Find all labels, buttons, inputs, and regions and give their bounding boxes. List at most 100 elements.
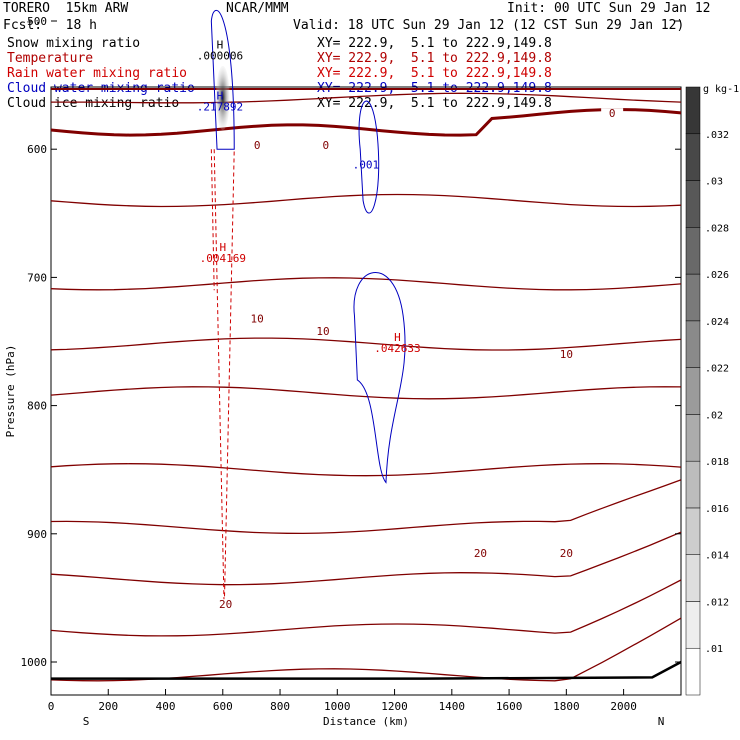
snow-shading: [215, 65, 230, 130]
isotherm-line: [50, 386, 681, 400]
isotherm-line: [50, 277, 681, 291]
colorbar-unit: g kg-1: [703, 84, 739, 95]
y-tick-label: 1000: [21, 656, 48, 669]
x-tick-label: 1000: [324, 700, 351, 713]
colorbar-segment: [685, 460, 701, 509]
temperature-contour-label: 0: [323, 139, 330, 152]
contour-label-bg: [555, 547, 578, 560]
contour-label-bg: [314, 140, 337, 153]
colorbar-label: .018: [705, 457, 729, 468]
valid-time: Valid: 18 UTC Sun 29 Jan 12 (12 CST Sun …: [293, 18, 685, 33]
isotherm-line: [50, 579, 682, 637]
x-tick-label: 200: [98, 700, 118, 713]
legend-field-xy: XY= 222.9, 5.1 to 222.9,149.8: [317, 36, 552, 51]
field-maximum-symbol: H: [217, 90, 224, 103]
colorbar-segment: [685, 227, 701, 275]
cloud-water-contour: [210, 10, 235, 150]
field-maximum-symbol: H: [217, 38, 224, 51]
rain-contour: [213, 149, 235, 611]
legend-field-name: Snow mixing ratio: [7, 36, 141, 51]
forecast-hour: Fcst: 18 h: [3, 18, 97, 33]
model-title: TORERO 15km ARW: [3, 1, 129, 16]
legend-field-xy: XY= 222.9, 5.1 to 222.9,149.8: [317, 66, 552, 81]
colorbar-label: .028: [705, 223, 729, 234]
x-tick-label: 1200: [381, 700, 408, 713]
temperature-contour-label: 10: [251, 312, 264, 325]
isotherm-line: [50, 463, 681, 477]
colorbar-label: .024: [705, 317, 729, 328]
colorbar-segment: [685, 507, 701, 555]
y-tick-label: 500: [27, 15, 47, 28]
colorbar-segment: [685, 367, 701, 415]
x-end-label-north: N: [658, 715, 665, 728]
x-tick-label: 2000: [610, 700, 637, 713]
x-tick-label: 1600: [496, 700, 523, 713]
x-tick-label: 600: [213, 700, 233, 713]
contour-label-bg: [601, 108, 624, 121]
legend-field-name: Temperature: [7, 51, 94, 66]
legend-field-name: Cloud ice mixing ratio: [7, 96, 180, 111]
isotherm-line: [50, 337, 681, 351]
temperature-contour-label: 0: [609, 107, 616, 120]
temperature-contour-label: 20: [219, 598, 232, 611]
cloud-water-contour: [358, 100, 380, 214]
isotherm-line: [51, 92, 681, 104]
colorbar-label: .01: [705, 644, 723, 655]
y-axis-label: Pressure (hPa): [4, 345, 17, 438]
colorbar-label: .026: [705, 270, 729, 281]
contour-label-bg: [246, 140, 269, 153]
contour-label-bg: [246, 313, 269, 326]
colorbar-segment: [685, 647, 701, 696]
field-maximum-symbol: H: [219, 241, 226, 254]
field-maximum-value: .217892: [197, 101, 243, 114]
cloud-water-contour: [353, 271, 406, 484]
freezing-level-contour: [50, 107, 682, 137]
center-label: NCAR/MMM: [226, 1, 289, 16]
cloud-water-contours: [210, 10, 406, 484]
colorbar-segment: [685, 86, 701, 135]
x-tick-label: 1800: [553, 700, 580, 713]
init-time: Init: 00 UTC Sun 29 Jan 12: [507, 1, 711, 16]
y-tick-label: 800: [27, 400, 47, 413]
colorbar-segment: [685, 601, 701, 649]
temperature-contour-label: 10: [560, 348, 573, 361]
colorbar-label: .014: [705, 551, 729, 562]
colorbar-label: .02: [705, 410, 723, 421]
temperature-contour-label: 10: [316, 325, 329, 338]
temperature-contours: [50, 88, 682, 682]
x-end-label-south: S: [83, 715, 90, 728]
field-maximum-value: .004169: [200, 252, 246, 265]
colorbar-label: .022: [705, 364, 729, 375]
colorbar-segment: [685, 554, 701, 602]
field-maximum-value: .042633: [374, 342, 420, 355]
temperature-contour-label: 20: [560, 547, 573, 560]
colorbar-segment: [685, 273, 701, 322]
x-tick-label: 0: [48, 700, 55, 713]
temperature-contour-label: 0: [254, 139, 261, 152]
rain-contours: [210, 149, 235, 611]
isotherm-line: [50, 617, 682, 682]
contour-label-bg: [469, 547, 492, 560]
colorbar-segment: [685, 414, 701, 462]
legend-field-xy: XY= 222.9, 5.1 to 222.9,149.8: [317, 96, 552, 111]
isotherm-line: [50, 531, 682, 586]
x-axis-label: Distance (km): [323, 715, 409, 728]
legend-field-xy: XY= 222.9, 5.1 to 222.9,149.8: [317, 51, 552, 66]
x-tick-label: 800: [270, 700, 290, 713]
field-maximum-value: .000006: [197, 49, 243, 62]
x-tick-label: 1400: [439, 700, 466, 713]
legend-field-name: Rain water mixing ratio: [7, 66, 188, 81]
contour-label-bg: [311, 326, 334, 339]
rain-contour: [210, 149, 215, 291]
colorbar-segment: [685, 180, 701, 228]
y-tick-label: 900: [27, 528, 47, 541]
y-tick-label: 600: [27, 143, 47, 156]
colorbar-label: .03: [705, 177, 723, 188]
contour-label-bg: [555, 349, 578, 362]
contour-label-bg: [214, 599, 237, 612]
field-maximum-value: .001: [353, 158, 380, 171]
colorbar-segment: [685, 133, 701, 181]
y-tick-label: 700: [27, 271, 47, 284]
isotherm-line: [50, 479, 682, 535]
